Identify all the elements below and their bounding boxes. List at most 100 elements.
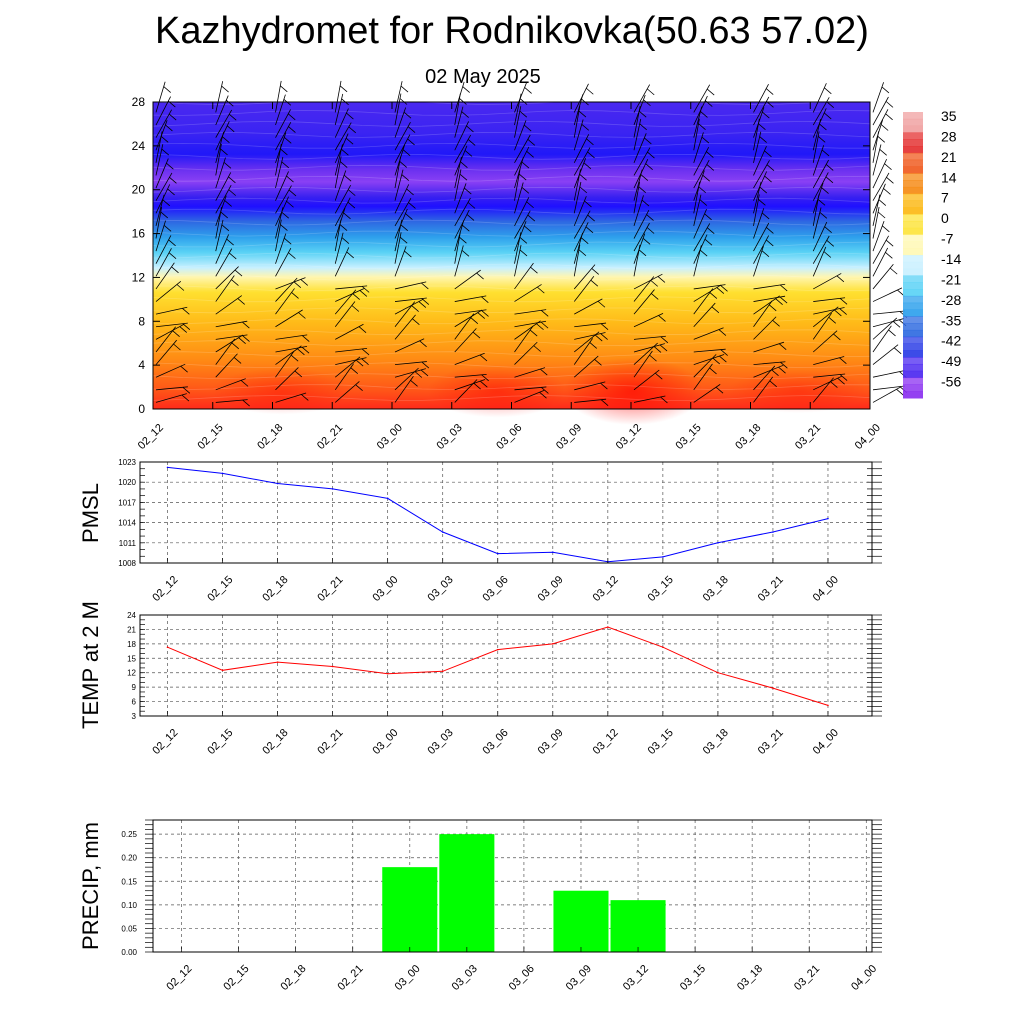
wind-barb-staff — [693, 384, 721, 403]
colorbar-segment — [903, 316, 923, 324]
wind-barb-flag — [223, 162, 232, 169]
wind-barb-flag — [536, 323, 544, 331]
data-point — [827, 517, 829, 520]
colorbar-label: -49 — [941, 353, 961, 369]
wind-barb-flag — [578, 110, 587, 118]
heatmap-warm-spot — [427, 364, 568, 418]
wind-barb-flag — [472, 331, 481, 339]
wind-barb-flag — [405, 213, 413, 220]
heatmap-contour — [152, 351, 871, 358]
data-point — [662, 556, 664, 558]
xtick-label: 03_12 — [621, 963, 651, 993]
ytick-label: 0.10 — [121, 901, 137, 910]
heatmap-warm-spot — [212, 367, 353, 415]
colorbar-segment — [903, 186, 923, 195]
wind-barb-staff — [155, 306, 188, 315]
xtick-label: 02_18 — [260, 574, 290, 604]
wind-barb-flag — [481, 310, 489, 317]
xtick-label: 02_12 — [150, 574, 180, 604]
colorbar-segment — [903, 200, 923, 208]
xtick-label: 02_15 — [205, 727, 235, 757]
wind-barb-flag — [539, 368, 548, 376]
colorbar-segment — [903, 391, 923, 399]
colorbar-label: 14 — [941, 169, 957, 185]
wind-barb-flag — [759, 186, 768, 194]
wind-barb-flag — [877, 135, 886, 143]
wind-barb-flag — [480, 380, 488, 388]
wind-barb-flag — [758, 199, 766, 206]
xtick-label: 03_15 — [646, 727, 676, 757]
wind-barb-staff — [574, 381, 606, 391]
xtick-label: 04_00 — [811, 727, 841, 757]
colorbar-segment — [903, 152, 923, 161]
wind-barb-flag — [839, 298, 848, 305]
colorbar-segment — [903, 220, 923, 229]
wind-barb-flag — [459, 98, 467, 105]
wind-barb-flag — [400, 85, 409, 93]
wind-barb-staff — [514, 320, 547, 328]
wind-barb-flag — [280, 85, 288, 93]
heatmap-contour — [152, 110, 871, 116]
wind-barb-flag — [889, 267, 898, 275]
ytick-label: 1017 — [118, 498, 136, 507]
wind-barb-staff — [872, 172, 890, 201]
wind-barb-staff — [215, 353, 238, 378]
wind-barb-flag — [638, 110, 647, 118]
colorbar-segment — [903, 207, 923, 215]
wind-barb-flag — [587, 214, 595, 222]
wind-barb-flag — [421, 282, 429, 290]
colorbar-segment — [903, 289, 923, 297]
ytick-label: 1011 — [119, 539, 137, 548]
wind-barb-flag — [657, 276, 666, 283]
wind-barb-flag — [524, 87, 532, 94]
data-point — [772, 687, 774, 689]
wind-barb-flag — [638, 186, 646, 194]
heatmap-contour — [152, 230, 871, 237]
wind-barb-flag — [352, 293, 360, 300]
xtick-label: 03_21 — [792, 963, 822, 993]
ytick-label: 9 — [132, 683, 137, 692]
wind-barb-flag — [765, 88, 774, 95]
wind-barb-flag — [407, 126, 416, 133]
wind-barb-flag — [830, 381, 838, 388]
wind-barb-flag — [642, 238, 651, 245]
wind-barb-flag — [161, 148, 170, 156]
xtick-label: 03_21 — [756, 574, 786, 604]
wind-barb-staff — [155, 323, 185, 340]
wind-barb-flag — [540, 321, 549, 329]
wind-barb-flag — [412, 318, 420, 326]
colorbar-label: 28 — [941, 128, 957, 144]
wind-barb-flag — [819, 123, 827, 131]
wind-barb-flag — [231, 279, 239, 286]
chart-title: Kazhydromet for Rodnikovka(50.63 57.02) — [155, 10, 869, 52]
wind-barb-flag — [641, 199, 650, 207]
wind-barb-flag — [660, 396, 668, 404]
colorbar-segment — [903, 248, 923, 256]
heatmap-contour — [152, 307, 871, 314]
wind-barb-flag — [283, 237, 292, 245]
wind-barb-flag — [892, 321, 901, 328]
wind-barb-staff — [872, 247, 889, 277]
colorbar-label: 35 — [941, 108, 957, 124]
wind-barb-staff — [335, 288, 365, 302]
wind-barb-flag — [220, 148, 228, 156]
wind-barb-flag — [242, 335, 250, 342]
xtick-label: 02_15 — [221, 963, 251, 993]
colorbar-segment — [903, 295, 923, 304]
wind-barb-staff — [275, 309, 303, 328]
heatmap-ytick-label: 24 — [132, 139, 146, 153]
wind-barb-flag — [462, 224, 470, 232]
wind-barb-staff — [872, 109, 889, 138]
heatmap-xtick-label: 02_12 — [136, 422, 166, 452]
data-point — [331, 665, 334, 668]
ytick-label: 3 — [132, 712, 137, 721]
wind-barb-staff — [693, 327, 724, 340]
wind-barb-flag — [823, 251, 832, 258]
xtick-label: 03_06 — [481, 727, 511, 757]
wind-barb-flag — [162, 199, 171, 207]
colorbar-label: -35 — [941, 312, 961, 328]
colorbar-label: -14 — [941, 251, 961, 267]
heatmap-contour — [152, 373, 871, 379]
colorbar-segment — [903, 261, 923, 270]
